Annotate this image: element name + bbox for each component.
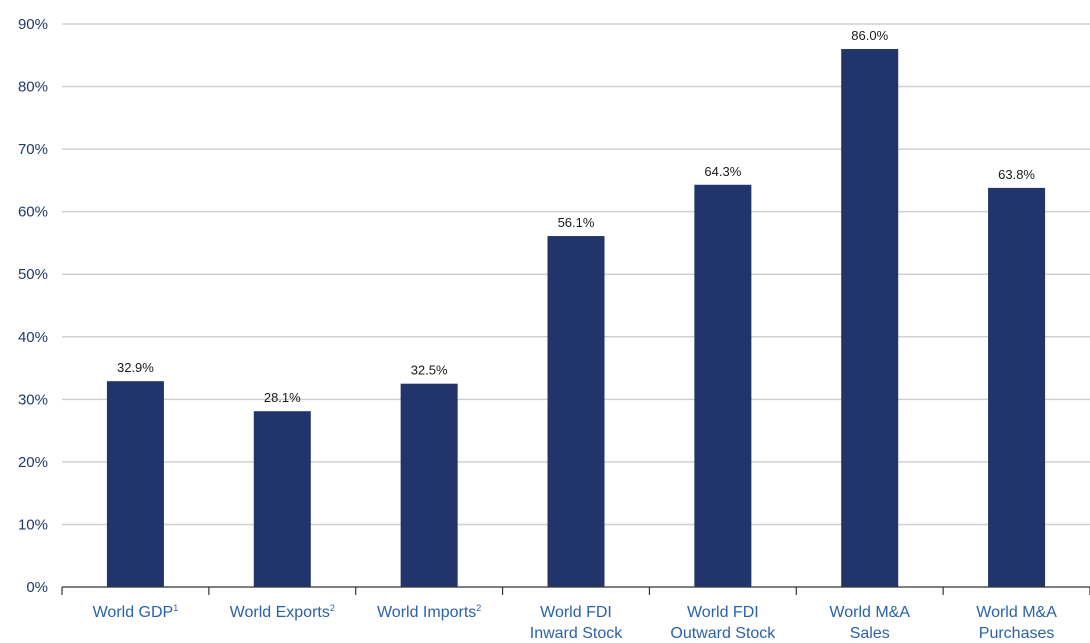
x-axis-categories: World GDP1 World Exports2 World Imports2 Wo… bbox=[93, 603, 1058, 642]
y-tick-label: 30% bbox=[18, 391, 48, 408]
footnote-marker: 2 bbox=[476, 603, 481, 613]
x-category-label: World M&A bbox=[976, 604, 1057, 621]
bars bbox=[106, 49, 1046, 588]
y-tick-label: 40% bbox=[18, 329, 48, 346]
x-category-label: World Exports2 bbox=[230, 603, 335, 621]
x-category-label: Inward Stock bbox=[530, 625, 623, 642]
data-labels: 32.9% 28.1% 32.5% 56.1% 64.3% 86.0% 63.8% bbox=[117, 28, 1035, 405]
y-axis-ticks: 0% 10% 20% 30% 40% 50% 60% 70% 80% 90% bbox=[18, 16, 48, 596]
data-label: 56.1% bbox=[558, 215, 595, 230]
y-tick-label: 20% bbox=[18, 454, 48, 471]
x-category-label: Outward Stock bbox=[670, 625, 776, 642]
bar bbox=[694, 184, 752, 588]
data-label: 86.0% bbox=[851, 28, 888, 43]
footnote-marker: 2 bbox=[330, 603, 335, 613]
y-tick-label: 80% bbox=[18, 79, 48, 96]
data-label: 64.3% bbox=[704, 164, 741, 179]
bar bbox=[253, 411, 311, 587]
bar bbox=[400, 383, 458, 587]
y-tick-label: 0% bbox=[26, 579, 48, 596]
x-category-label: World FDI bbox=[687, 604, 759, 621]
x-category-label: Sales bbox=[850, 625, 890, 642]
bar bbox=[106, 381, 164, 587]
y-tick-label: 50% bbox=[18, 266, 48, 283]
x-category-label: World GDP1 bbox=[93, 603, 179, 621]
data-label: 28.1% bbox=[264, 390, 301, 405]
footnote-marker: 1 bbox=[173, 603, 178, 613]
data-label: 32.5% bbox=[411, 363, 448, 378]
bar bbox=[988, 187, 1046, 587]
y-tick-label: 90% bbox=[18, 16, 48, 33]
x-category-label: World M&A bbox=[829, 604, 910, 621]
x-axis bbox=[61, 586, 1090, 595]
x-category-label: World Imports2 bbox=[377, 603, 481, 621]
bar bbox=[547, 236, 605, 587]
y-tick-label: 60% bbox=[18, 204, 48, 221]
y-tick-label: 10% bbox=[18, 516, 48, 533]
x-category-label: Purchases bbox=[979, 625, 1055, 642]
data-label: 32.9% bbox=[117, 360, 154, 375]
y-tick-label: 70% bbox=[18, 141, 48, 158]
bar bbox=[841, 49, 899, 588]
data-label: 63.8% bbox=[998, 167, 1035, 182]
x-category-label: World FDI bbox=[540, 604, 612, 621]
